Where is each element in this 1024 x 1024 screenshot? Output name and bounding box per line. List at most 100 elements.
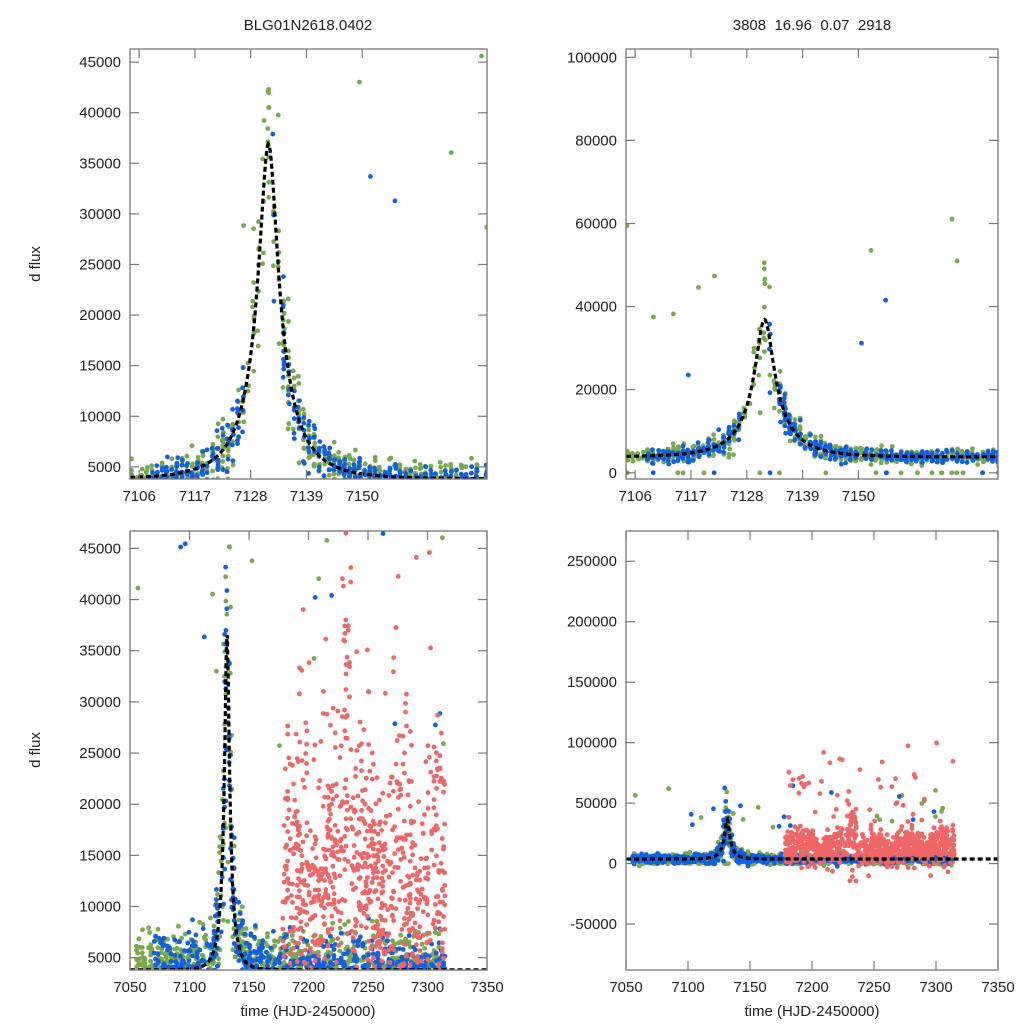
data-point [311, 423, 317, 428]
data-point [350, 971, 355, 976]
data-point [196, 971, 201, 976]
data-point [340, 799, 345, 804]
data-point [379, 875, 385, 881]
data-point [151, 939, 157, 944]
data-point [301, 446, 307, 451]
data-point [281, 979, 286, 984]
data-point [215, 434, 221, 440]
data-point [306, 427, 312, 433]
data-point [353, 930, 358, 936]
data-point [889, 448, 894, 453]
data-point [920, 460, 925, 465]
data-point [304, 820, 310, 826]
data-point [194, 951, 200, 956]
data-point [321, 972, 326, 977]
x-axis-title-bottom-right: time (HJD-2450000) [744, 1003, 879, 1020]
data-point [408, 910, 413, 916]
data-point [691, 443, 697, 449]
data-point [368, 946, 374, 951]
data-point [338, 993, 343, 998]
data-point [192, 943, 198, 949]
series-blue [149, 131, 487, 496]
data-point [182, 931, 188, 937]
data-point [196, 974, 201, 979]
x-tick-label: 7250 [351, 979, 384, 996]
data-point [286, 973, 291, 978]
data-point [767, 470, 773, 476]
data-point [406, 933, 412, 938]
data-point [428, 467, 434, 473]
data-point [949, 216, 955, 222]
data-point [278, 989, 283, 994]
data-point [410, 971, 415, 976]
data-point [403, 491, 408, 496]
data-point [338, 910, 344, 916]
data-point [873, 470, 879, 476]
y-tick-label: 100000 [567, 49, 617, 66]
data-point [350, 795, 356, 801]
data-point [883, 448, 889, 453]
data-point [241, 996, 246, 1001]
data-point [479, 480, 484, 485]
data-point [418, 485, 423, 490]
data-point [342, 707, 347, 713]
data-point [422, 812, 427, 817]
data-point [438, 927, 444, 933]
data-point [343, 531, 349, 536]
data-point [292, 814, 298, 820]
data-point [395, 806, 401, 812]
data-point [260, 156, 265, 162]
data-point [273, 957, 279, 963]
data-point [329, 943, 334, 949]
data-point [154, 482, 159, 487]
data-point [341, 472, 347, 478]
data-point [215, 467, 221, 472]
data-point [282, 900, 288, 905]
data-point [350, 935, 356, 940]
data-point [440, 535, 445, 541]
data-point [368, 482, 373, 487]
data-point [418, 958, 424, 964]
data-point [409, 742, 414, 748]
data-point [161, 943, 167, 948]
data-point [427, 550, 432, 555]
data-point [433, 479, 438, 484]
data-point [379, 917, 385, 923]
data-point [335, 970, 340, 975]
data-point [148, 958, 154, 964]
data-point [413, 877, 419, 883]
data-point [189, 443, 195, 449]
data-point [130, 456, 134, 462]
data-point [282, 985, 287, 990]
data-point [439, 480, 444, 485]
data-point [209, 446, 215, 451]
data-point [388, 992, 393, 997]
data-point [286, 421, 292, 426]
data-point [430, 970, 435, 975]
data-point [408, 515, 413, 520]
data-point [325, 943, 331, 949]
data-point [368, 828, 374, 834]
data-point [393, 466, 399, 471]
data-point [427, 997, 432, 1002]
data-point [429, 847, 434, 853]
data-point [240, 926, 246, 932]
data-point [473, 479, 478, 484]
data-point [157, 973, 162, 978]
data-point [390, 870, 395, 875]
data-point [777, 470, 782, 476]
data-point [404, 723, 409, 729]
data-point [292, 797, 298, 803]
data-point [413, 485, 418, 490]
data-point [241, 419, 247, 425]
data-point [201, 935, 207, 941]
data-point [387, 472, 392, 478]
data-point [362, 860, 368, 866]
data-point [449, 482, 454, 487]
data-point [299, 758, 305, 763]
data-point [348, 579, 354, 585]
data-point [402, 987, 407, 992]
data-point [405, 979, 410, 984]
data-point [330, 920, 336, 926]
data-point [964, 459, 970, 465]
